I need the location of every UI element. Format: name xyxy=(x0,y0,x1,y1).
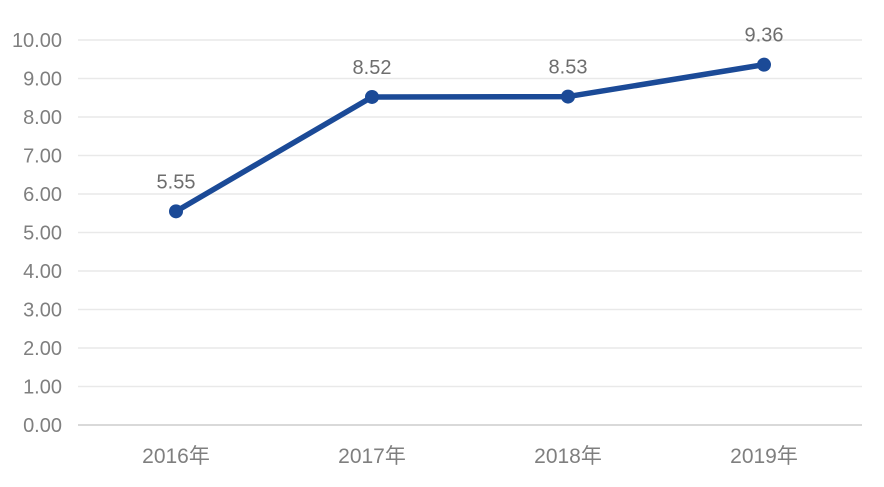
x-axis-tick-label: 2018年 xyxy=(534,445,602,468)
y-axis-tick-label: 2.00 xyxy=(23,338,62,360)
data-point-marker xyxy=(365,89,379,104)
y-axis-tick-label: 3.00 xyxy=(23,300,62,322)
y-axis-tick-label: 1.00 xyxy=(23,377,62,399)
series-line xyxy=(173,61,767,215)
y-axis-tick-label: 7.00 xyxy=(23,146,62,168)
data-point-label: 8.53 xyxy=(549,57,588,79)
data-point-label: 9.36 xyxy=(745,25,784,47)
data-point-marker xyxy=(169,204,183,219)
y-axis-tick-label: 10.00 xyxy=(12,30,62,52)
y-axis-tick-label: 4.00 xyxy=(23,261,62,283)
data-point-label: 5.55 xyxy=(157,171,196,193)
x-axis-tick-label: 2017年 xyxy=(338,445,406,468)
y-axis-tick-label: 0.00 xyxy=(23,415,62,437)
data-point-marker xyxy=(561,89,575,104)
y-axis-tick-label: 9.00 xyxy=(23,69,62,91)
x-axis-tick-label: 2019年 xyxy=(730,445,798,468)
data-point-label: 8.52 xyxy=(353,57,392,79)
y-axis-tick-label: 8.00 xyxy=(23,107,62,129)
x-axis-tick-label: 2016年 xyxy=(142,445,210,468)
y-axis-tick-label: 5.00 xyxy=(23,223,62,245)
data-point-marker xyxy=(757,57,771,72)
y-axis-tick-label: 6.00 xyxy=(23,184,62,206)
